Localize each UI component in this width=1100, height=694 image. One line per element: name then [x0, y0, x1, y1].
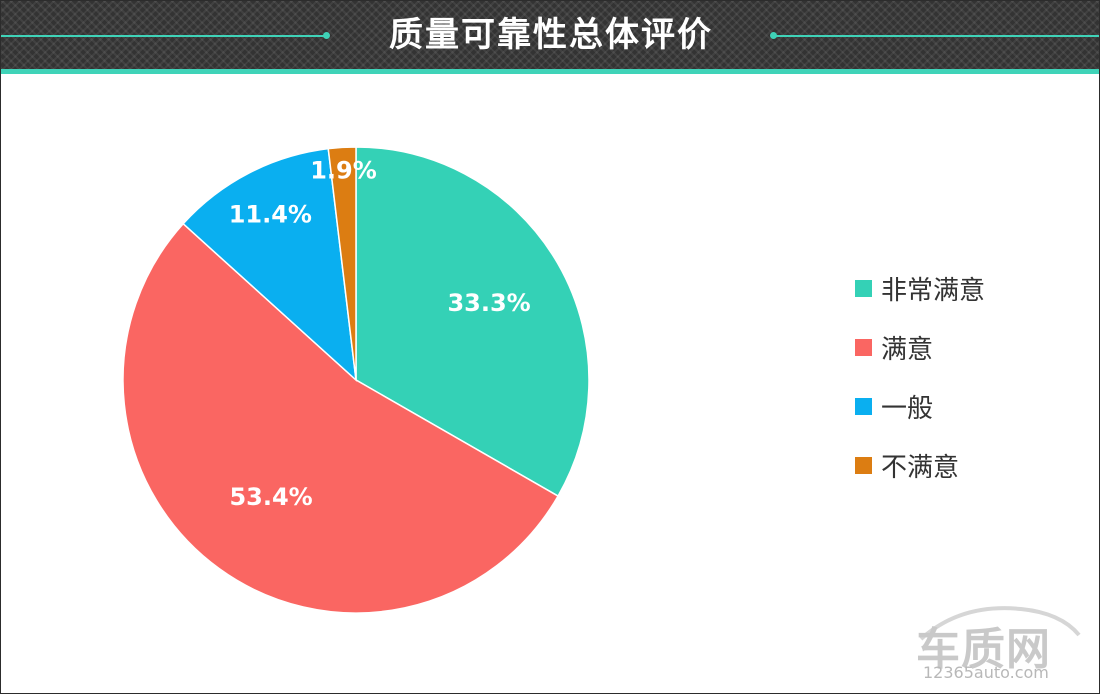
legend-swatch-3: [855, 456, 872, 474]
legend-swatch-2: [855, 397, 872, 415]
watermark-car-icon: [919, 606, 1081, 641]
legend-swatch-1: [855, 338, 872, 356]
header-line-left: [1, 35, 326, 37]
legend: 非常满意满意一般不满意: [855, 273, 985, 509]
legend-label-2: 一般: [881, 393, 934, 424]
header-banner: 质量可靠性总体评价: [1, 1, 1099, 69]
header-line-right: [773, 35, 1099, 37]
legend-label-1: 满意: [881, 334, 934, 365]
legend-item-2: 一般: [855, 391, 985, 424]
legend-item-0: 非常满意: [855, 273, 985, 306]
pie-slice-2: [182, 147, 357, 382]
pie-slice-label-3: 1.9%: [310, 157, 377, 185]
legend-label-3: 不满意: [881, 452, 960, 483]
watermark-url: 12365auto.com: [923, 663, 1049, 682]
chart-title: 质量可靠性总体评价: [389, 15, 713, 55]
pie-slice-label-1: 53.4%: [229, 483, 312, 511]
legend-swatch-0: [855, 279, 872, 297]
legend-item-1: 满意: [855, 332, 985, 365]
pie-slice-label-0: 33.3%: [447, 289, 530, 317]
header-dot-left: [323, 32, 330, 39]
legend-item-3: 不满意: [855, 450, 985, 483]
pie-slice-label-2: 11.4%: [229, 200, 312, 228]
pie-slice-1: [122, 222, 560, 614]
header-accent-bar: [1, 69, 1099, 74]
pie-slice-0: [355, 146, 590, 498]
watermark-brand: 车质网: [916, 624, 1051, 675]
pie-slice-3: [327, 146, 357, 381]
legend-label-0: 非常满意: [881, 275, 986, 306]
header-dot-right: [770, 32, 777, 39]
